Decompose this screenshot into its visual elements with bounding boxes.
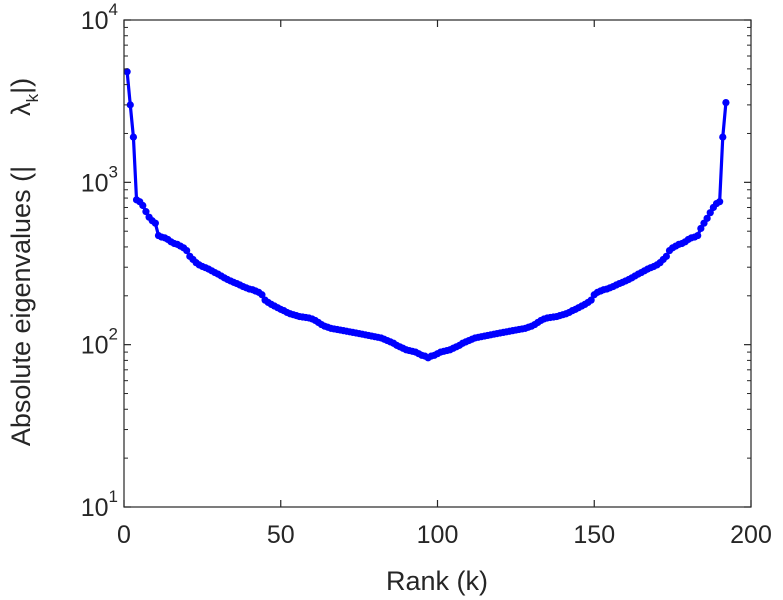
y-axis-label-symbol: λ <box>6 102 36 116</box>
data-point <box>126 101 134 109</box>
y-axis-label-prefix: Absolute eigenvalues (| <box>6 166 36 446</box>
y-axis-label-subscript: k <box>23 93 42 102</box>
y-tick-base: 10 <box>81 332 109 360</box>
data-point <box>258 291 266 299</box>
x-tick-label: 50 <box>267 521 295 549</box>
y-tick-label: 101 <box>81 487 118 522</box>
y-tick-label: 103 <box>81 162 118 197</box>
x-tick-label: 100 <box>417 521 459 549</box>
data-point <box>123 68 131 76</box>
x-axis-label: Rank (k) <box>386 566 488 596</box>
x-tick-label: 0 <box>117 521 131 549</box>
x-tick-label: 150 <box>573 521 615 549</box>
data-point <box>587 296 595 304</box>
data-point <box>151 219 159 227</box>
y-tick-label: 102 <box>81 325 118 360</box>
data-point <box>129 133 138 141</box>
data-point <box>716 198 724 206</box>
data-point <box>142 208 150 216</box>
y-tick-base: 10 <box>81 494 109 522</box>
y-tick-base: 10 <box>81 169 109 197</box>
y-axis-label: Absolute eigenvalues (| λk|) <box>6 78 42 446</box>
data-point <box>703 214 711 222</box>
y-tick-exponent: 2 <box>109 325 118 344</box>
data-point <box>706 209 714 217</box>
y-tick-exponent: 4 <box>109 0 118 19</box>
plot-area <box>124 20 751 507</box>
data-point <box>662 252 670 260</box>
data-point <box>722 98 730 107</box>
x-tick-label: 200 <box>730 521 772 549</box>
series-layer <box>123 68 730 362</box>
y-tick-label: 104 <box>81 0 118 35</box>
y-tick-exponent: 3 <box>109 162 118 181</box>
y-tick-exponent: 1 <box>109 487 118 506</box>
data-point <box>697 224 705 233</box>
y-tick-base: 10 <box>81 7 109 35</box>
data-point <box>719 133 727 141</box>
data-point <box>139 201 147 210</box>
y-axis-label-suffix: |) <box>6 78 36 94</box>
data-point <box>183 246 191 255</box>
data-point <box>694 231 702 240</box>
